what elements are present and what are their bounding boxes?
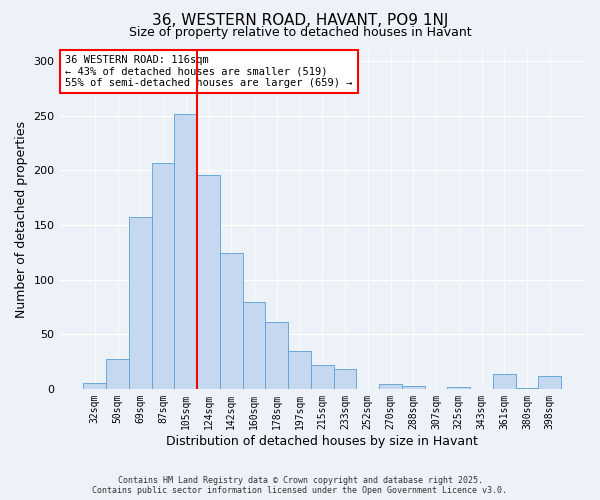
Bar <box>311 365 334 389</box>
Bar <box>288 350 311 389</box>
Bar <box>175 114 197 389</box>
Text: Contains HM Land Registry data © Crown copyright and database right 2025.
Contai: Contains HM Land Registry data © Crown c… <box>92 476 508 495</box>
Y-axis label: Number of detached properties: Number of detached properties <box>15 121 28 318</box>
Bar <box>448 386 470 389</box>
Bar <box>197 174 220 389</box>
X-axis label: Distribution of detached houses by size in Havant: Distribution of detached houses by size … <box>166 434 478 448</box>
Bar <box>152 162 175 389</box>
Text: 36, WESTERN ROAD, HAVANT, PO9 1NJ: 36, WESTERN ROAD, HAVANT, PO9 1NJ <box>152 12 448 28</box>
Bar <box>379 384 402 389</box>
Bar <box>106 360 129 389</box>
Bar <box>493 374 515 389</box>
Text: 36 WESTERN ROAD: 116sqm
← 43% of detached houses are smaller (519)
55% of semi-d: 36 WESTERN ROAD: 116sqm ← 43% of detache… <box>65 55 352 88</box>
Bar <box>402 386 425 389</box>
Bar <box>538 376 561 389</box>
Bar <box>83 384 106 389</box>
Bar <box>265 322 288 389</box>
Bar <box>334 369 356 389</box>
Bar <box>129 217 152 389</box>
Text: Size of property relative to detached houses in Havant: Size of property relative to detached ho… <box>128 26 472 39</box>
Bar <box>220 254 242 389</box>
Bar <box>515 388 538 389</box>
Bar <box>242 302 265 389</box>
